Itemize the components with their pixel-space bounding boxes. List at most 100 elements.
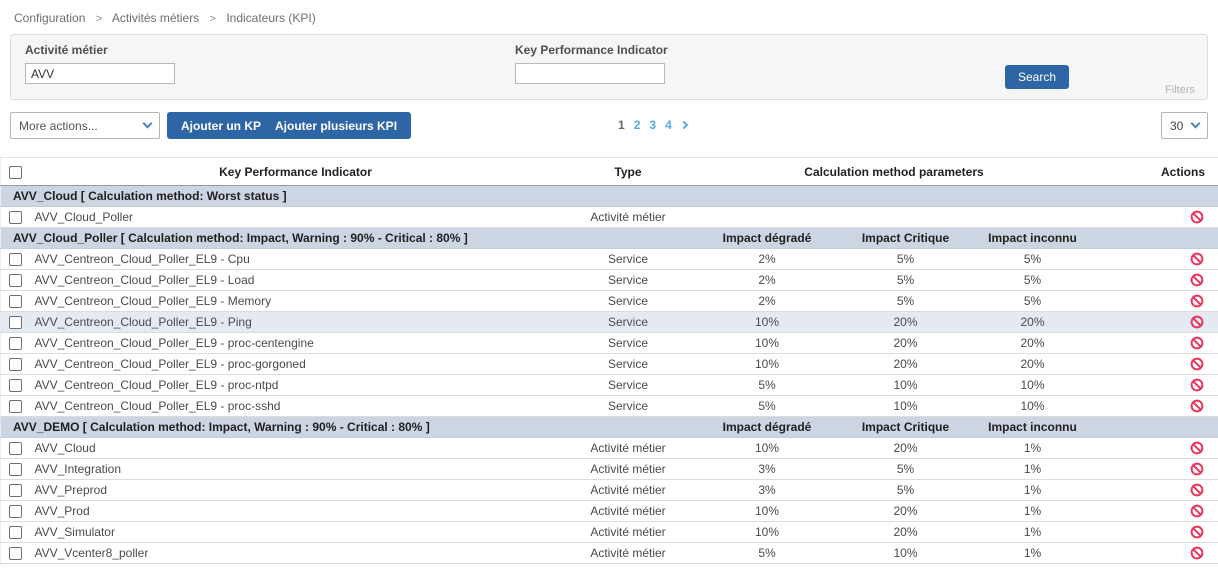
kpi-type: Activité métier xyxy=(560,542,696,564)
kpi-type: Activité métier xyxy=(560,521,696,543)
kpi-type: Activité métier xyxy=(560,458,696,480)
impact-degraded-value: 10% xyxy=(695,353,839,375)
impact-unknown-header: Impact inconnu xyxy=(972,227,1093,249)
table-row: AVV_Cloud_Poller Activité métier xyxy=(0,206,1218,228)
table-row: AVV_Prod Activité métier 10% 20% 1% xyxy=(0,500,1218,522)
activity-field-group: Activité métier xyxy=(25,43,175,84)
pagination-page-1-current[interactable]: 1 xyxy=(618,118,625,132)
row-checkbox[interactable] xyxy=(9,316,23,330)
toolbar: More actions... Ajouter un KPI Ajouter p… xyxy=(10,107,1208,147)
impact-degraded-value: 5% xyxy=(695,374,839,396)
impact-critical-value: 10% xyxy=(838,395,973,417)
kpi-input[interactable] xyxy=(515,63,665,84)
row-checkbox[interactable] xyxy=(9,274,23,288)
kpi-type: Activité métier xyxy=(560,206,696,228)
delete-forbidden-icon[interactable] xyxy=(1190,252,1204,266)
chevron-down-icon xyxy=(1190,118,1201,129)
breadcrumb-separator: > xyxy=(209,13,216,25)
impact-critical-value: 20% xyxy=(838,521,973,543)
row-checkbox[interactable] xyxy=(9,295,23,309)
impact-degraded-value: 3% xyxy=(695,458,839,480)
row-checkbox[interactable] xyxy=(9,484,23,498)
breadcrumb: Configuration > Activités métiers > Indi… xyxy=(0,0,1218,32)
pagination-page-3[interactable]: 3 xyxy=(649,118,657,132)
group-title: AVV_DEMO [ Calculation method: Impact, W… xyxy=(0,416,696,438)
add-multiple-kpi-button[interactable]: Ajouter plusieurs KPI xyxy=(261,112,412,139)
impact-degraded-header: Impact dégradé xyxy=(695,227,839,249)
impact-unknown-header: Impact inconnu xyxy=(972,416,1093,438)
row-checkbox[interactable] xyxy=(9,253,23,267)
impact-unknown-value: 10% xyxy=(972,395,1093,417)
delete-forbidden-icon[interactable] xyxy=(1190,315,1204,329)
row-checkbox[interactable] xyxy=(9,211,23,225)
row-checkbox[interactable] xyxy=(9,337,23,351)
delete-forbidden-icon[interactable] xyxy=(1190,462,1204,476)
impact-unknown-value: 20% xyxy=(972,332,1093,354)
row-checkbox[interactable] xyxy=(9,400,23,414)
activity-field-label: Activité métier xyxy=(25,43,108,57)
row-checkbox[interactable] xyxy=(9,442,23,456)
delete-forbidden-icon[interactable] xyxy=(1190,525,1204,539)
pagination-page-2[interactable]: 2 xyxy=(633,118,641,132)
delete-forbidden-icon[interactable] xyxy=(1190,378,1204,392)
impact-unknown-value: 5% xyxy=(972,290,1093,312)
table-row: AVV_Preprod Activité métier 3% 5% 1% xyxy=(0,479,1218,501)
row-checkbox[interactable] xyxy=(9,358,23,372)
add-kpi-button[interactable]: Ajouter un KPI xyxy=(167,112,279,139)
kpi-type: Service xyxy=(560,269,696,291)
kpi-type: Activité métier xyxy=(560,500,696,522)
more-actions-select[interactable]: More actions... xyxy=(10,112,160,139)
delete-forbidden-icon[interactable] xyxy=(1190,273,1204,287)
breadcrumb-indicators-kpi[interactable]: Indicateurs (KPI) xyxy=(226,11,316,25)
kpi-name: AVV_Centreon_Cloud_Poller_EL9 - proc-cen… xyxy=(30,332,561,354)
more-actions-label: More actions... xyxy=(19,118,98,133)
header-kpi: Key Performance Indicator xyxy=(30,157,561,186)
pagination-next-icon[interactable] xyxy=(679,120,688,130)
delete-forbidden-icon[interactable] xyxy=(1190,336,1204,350)
impact-critical-value: 20% xyxy=(838,332,973,354)
impact-critical-value: 20% xyxy=(838,311,973,333)
table-row: AVV_Centreon_Cloud_Poller_EL9 - proc-ssh… xyxy=(0,395,1218,417)
row-checkbox[interactable] xyxy=(9,547,23,561)
impact-degraded-value: 2% xyxy=(695,290,839,312)
search-button[interactable]: Search xyxy=(1004,65,1069,89)
table-row-highlighted: AVV_Centreon_Cloud_Poller_EL9 - Ping Ser… xyxy=(0,311,1218,333)
header-type: Type xyxy=(560,157,696,186)
kpi-name: AVV_Centreon_Cloud_Poller_EL9 - Ping xyxy=(30,311,561,333)
delete-forbidden-icon[interactable] xyxy=(1190,210,1204,224)
filters-link[interactable]: Filters xyxy=(1165,84,1195,96)
delete-forbidden-icon[interactable] xyxy=(1190,357,1204,371)
kpi-type: Service xyxy=(560,290,696,312)
breadcrumb-configuration[interactable]: Configuration xyxy=(14,11,86,25)
select-all-checkbox[interactable] xyxy=(9,165,23,179)
impact-degraded-value: 10% xyxy=(695,521,839,543)
page-size-select[interactable]: 30 xyxy=(1161,112,1208,139)
impact-degraded-value: 3% xyxy=(695,479,839,501)
row-checkbox[interactable] xyxy=(9,505,23,519)
breadcrumb-business-activities[interactable]: Activités métiers xyxy=(111,11,200,25)
impact-degraded-value: 10% xyxy=(695,311,839,333)
delete-forbidden-icon[interactable] xyxy=(1190,441,1204,455)
impact-degraded-value: 10% xyxy=(695,500,839,522)
group-title: AVV_Cloud [ Calculation method: Worst st… xyxy=(0,185,1218,207)
delete-forbidden-icon[interactable] xyxy=(1190,504,1204,518)
activity-input[interactable] xyxy=(25,63,175,84)
pagination-page-4[interactable]: 4 xyxy=(665,118,672,132)
chevron-down-icon xyxy=(142,118,153,129)
row-checkbox[interactable] xyxy=(9,526,23,540)
table-row: AVV_Centreon_Cloud_Poller_EL9 - proc-gor… xyxy=(0,353,1218,375)
group-header-avv-demo: AVV_DEMO [ Calculation method: Impact, W… xyxy=(0,416,1218,438)
impact-unknown-value xyxy=(972,206,1093,228)
delete-forbidden-icon[interactable] xyxy=(1190,546,1204,560)
kpi-type: Service xyxy=(560,395,696,417)
delete-forbidden-icon[interactable] xyxy=(1190,399,1204,413)
kpi-type: Activité métier xyxy=(560,479,696,501)
impact-degraded-value: 2% xyxy=(695,248,839,270)
delete-forbidden-icon[interactable] xyxy=(1190,483,1204,497)
impact-unknown-value: 1% xyxy=(972,479,1093,501)
row-checkbox[interactable] xyxy=(9,463,23,477)
row-checkbox[interactable] xyxy=(9,379,23,393)
delete-forbidden-icon[interactable] xyxy=(1190,294,1204,308)
kpi-name: AVV_Prod xyxy=(30,500,561,522)
kpi-type: Service xyxy=(560,332,696,354)
